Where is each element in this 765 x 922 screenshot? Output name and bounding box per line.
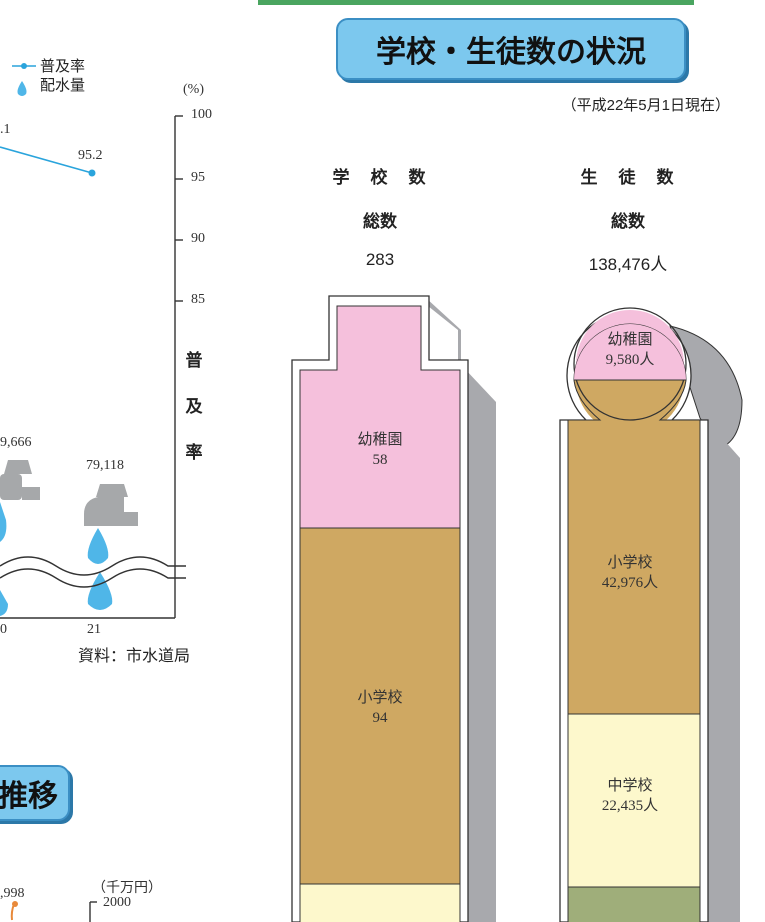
volume-value-label: 79,118 bbox=[86, 458, 124, 473]
volume-value-label: 9,666 bbox=[0, 435, 32, 450]
y-tick-label: 85 bbox=[191, 292, 205, 307]
axis-break bbox=[0, 556, 186, 576]
water-drop-icon bbox=[0, 502, 7, 542]
water-drop-icon bbox=[87, 528, 109, 564]
segment-value: 42,976人 bbox=[601, 575, 659, 591]
legend-rate-label: 普及率 bbox=[40, 58, 86, 75]
students-total-label: 総数 bbox=[611, 212, 645, 231]
y-tick-label: 90 bbox=[191, 231, 205, 246]
segment-value: 9,580人 bbox=[605, 352, 655, 368]
y-unit-label: (%) bbox=[183, 82, 204, 97]
segment-other bbox=[567, 886, 701, 922]
date-note: （平成22年5月1日現在） bbox=[561, 97, 730, 114]
legend-drop-icon bbox=[17, 81, 27, 96]
axis-break bbox=[0, 568, 186, 588]
title-banner: 学校・生徒数の状況 bbox=[336, 18, 686, 80]
left-chart-graphics bbox=[0, 63, 186, 619]
segment-elementary bbox=[299, 527, 461, 885]
students-head-ring bbox=[573, 307, 687, 421]
schools-header: 学 校 数 bbox=[332, 168, 428, 187]
section-banner-partial: 推移 bbox=[0, 765, 70, 821]
segment-name: 幼稚園 bbox=[357, 432, 403, 448]
top-green-rule bbox=[258, 0, 694, 5]
x-tick-label: 21 bbox=[87, 622, 101, 637]
segment-kindergarten-fill bbox=[299, 305, 461, 529]
segment-elementary bbox=[567, 323, 701, 715]
legend-line-marker bbox=[12, 63, 36, 69]
segment-junior-high bbox=[299, 883, 461, 922]
legend: 普及率 配水量 bbox=[40, 57, 85, 95]
rate-value-label: .1 bbox=[0, 122, 11, 137]
students-elementary-label: 小学校 42,976人 bbox=[560, 553, 700, 593]
lower-chart-graphics bbox=[10, 901, 97, 922]
schools-pillar bbox=[291, 295, 496, 922]
x-tick-label: 0 bbox=[0, 622, 7, 637]
y-axis-title: 普 及 率 bbox=[184, 338, 204, 476]
axis-title-char: 普 bbox=[185, 351, 203, 370]
students-total: 138,476人 bbox=[588, 255, 668, 274]
students-pillar bbox=[559, 307, 743, 922]
axis-title-char: 率 bbox=[185, 443, 203, 462]
page-title: 学校・生徒数の状況 bbox=[376, 36, 646, 69]
schools-elementary-label: 小学校 94 bbox=[300, 688, 460, 728]
segment-name: 中学校 bbox=[607, 778, 653, 794]
segment-value: 58 bbox=[372, 452, 388, 468]
segment-name: 小学校 bbox=[357, 690, 403, 706]
segment-value: 22,435人 bbox=[601, 798, 659, 814]
segment-junior-high bbox=[567, 713, 701, 888]
source-note: 資料：市水道局 bbox=[78, 648, 191, 665]
partial-value-label: ,998 bbox=[0, 886, 25, 901]
segment-name: 幼稚園 bbox=[607, 332, 653, 348]
schools-total-label: 総数 bbox=[363, 212, 397, 231]
rate-value-label: 95.2 bbox=[78, 148, 103, 163]
axis-title-char: 及 bbox=[185, 397, 203, 416]
legend-volume-label: 配水量 bbox=[40, 77, 86, 94]
students-junior-high-label: 中学校 22,435人 bbox=[560, 776, 700, 816]
students-header: 生 徒 数 bbox=[580, 168, 676, 187]
faucet-icon bbox=[84, 484, 138, 526]
y-unit-label: （千万円） bbox=[92, 881, 162, 896]
schools-kindergarten-label: 幼稚園 58 bbox=[300, 430, 460, 470]
y-tick-label: 100 bbox=[191, 107, 212, 122]
rate-line bbox=[0, 146, 93, 174]
y-tick-label: 2000 bbox=[103, 895, 131, 910]
segment-kindergarten-fill bbox=[574, 324, 686, 380]
section-banner-text: 推移 bbox=[0, 780, 58, 813]
segment-value: 94 bbox=[372, 710, 388, 726]
schools-total: 283 bbox=[365, 250, 395, 269]
segment-name: 小学校 bbox=[607, 555, 653, 571]
water-drop-icon bbox=[0, 590, 8, 616]
y-tick-label: 95 bbox=[191, 170, 205, 185]
faucet-icon bbox=[0, 460, 40, 500]
rate-point bbox=[88, 169, 96, 177]
students-kindergarten-label: 幼稚園 9,580人 bbox=[560, 330, 700, 370]
water-drop-icon bbox=[87, 572, 113, 610]
